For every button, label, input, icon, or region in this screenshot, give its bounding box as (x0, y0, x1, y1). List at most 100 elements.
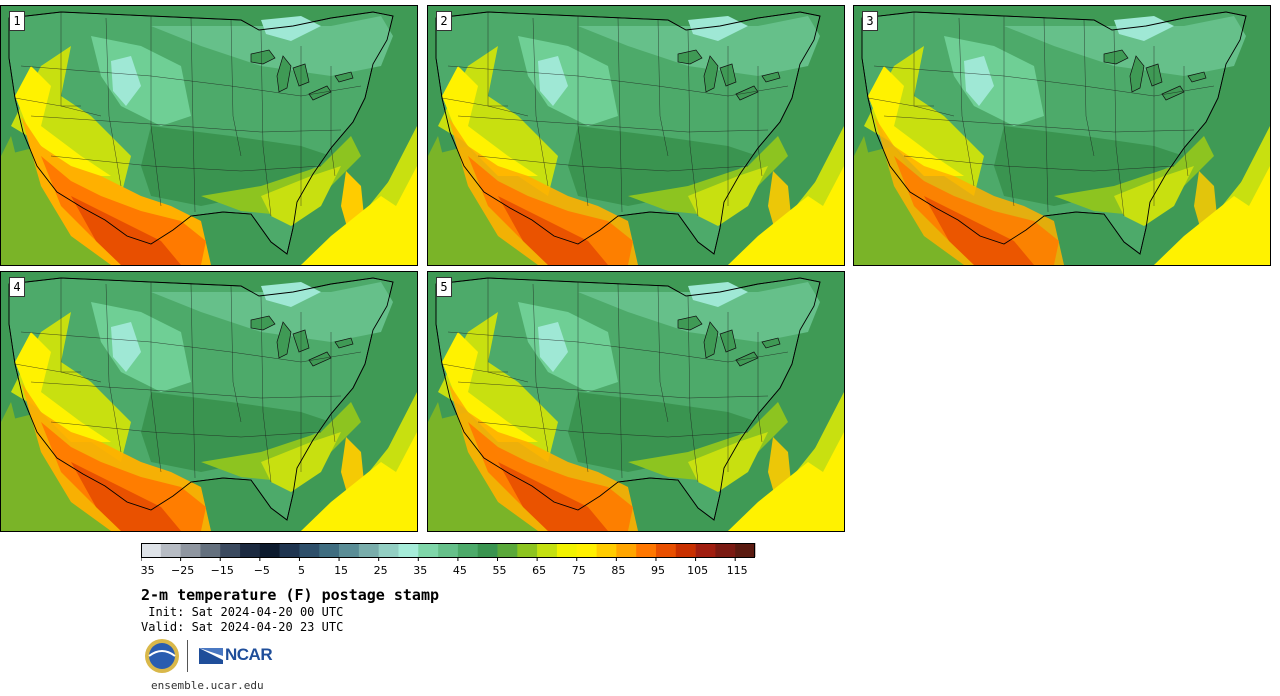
state-boundary (1113, 29, 1125, 217)
member-label: 1 (9, 11, 25, 31)
temperature-zone (944, 36, 1044, 126)
colorbar-swatch (517, 543, 538, 557)
state-boundary (447, 331, 789, 363)
state-boundary (757, 66, 763, 177)
colorbar-swatch (715, 543, 736, 557)
figure-title: 2-m temperature (F) postage stamp (141, 586, 440, 604)
colorbar: −35 −25 −15 −5 5 15 25 35 45 55 65 75 85 95 105 115 (141, 543, 756, 577)
temperature-zone (578, 282, 820, 342)
temperature-zone (442, 332, 538, 442)
temperature-zone (518, 36, 618, 126)
valid-time: Valid: Sat 2024-04-20 23 UTC (141, 620, 344, 634)
temperature-zone (141, 392, 331, 472)
temperature-zone (578, 16, 820, 76)
state-boundary (1083, 19, 1095, 157)
state-boundary (577, 16, 589, 207)
state-boundary (657, 19, 669, 157)
map-panel-3: 3 (853, 5, 1271, 266)
colorbar-swatch (675, 543, 696, 557)
coastline (861, 11, 1247, 255)
state-boundary (757, 332, 763, 443)
colorbar-swatch (398, 543, 419, 557)
state-boundary (150, 16, 162, 207)
state-boundary (577, 282, 589, 473)
great-lake (761, 337, 781, 349)
logo-divider (187, 640, 188, 672)
state-boundary (20, 65, 362, 97)
temperature-zone (141, 126, 331, 206)
temperature-map (428, 272, 844, 531)
temperature-zone (381, 392, 417, 472)
temperature-zone (468, 422, 633, 531)
temperature-zone (15, 332, 111, 442)
coastline (435, 11, 821, 255)
temperature-zone (808, 392, 844, 472)
colorbar-swatch (477, 543, 498, 557)
colorbar-swatch (319, 543, 340, 557)
temperature-zone (442, 66, 538, 176)
temperature-zone (808, 126, 844, 206)
state-boundary (190, 283, 196, 479)
colorbar-swatch (556, 543, 578, 557)
colorbar-tick-label: 75 (572, 564, 586, 577)
member-label: 2 (436, 11, 452, 31)
state-boundary (903, 155, 1175, 172)
great-lake (276, 55, 292, 93)
state-boundary (230, 19, 242, 157)
state-boundary (260, 295, 272, 483)
colorbar-tick-label: −5 (254, 564, 270, 577)
great-lake (276, 321, 292, 359)
colorbar-swatch (160, 543, 181, 557)
state-boundary (457, 381, 769, 399)
colorbar-frame (141, 543, 755, 558)
state-boundary (330, 332, 336, 443)
colorbar-tick-label: −25 (171, 564, 194, 577)
colorbar-swatch (358, 543, 379, 557)
colorbar-swatch (537, 543, 558, 557)
temperature-zone (111, 56, 141, 106)
temperature-zone (728, 156, 844, 265)
colorbar-swatch (378, 543, 399, 557)
temperature-zone (498, 196, 608, 265)
state-boundary (617, 283, 623, 479)
state-boundary (1003, 16, 1015, 207)
temperature-zone (568, 126, 758, 206)
map-panel-1: 1 (0, 5, 418, 266)
temperature-zone (261, 16, 321, 41)
init-time: Init: Sat 2024-04-20 00 UTC (141, 605, 344, 619)
state-boundary (190, 17, 196, 213)
temperature-map (1, 272, 417, 531)
state-boundary (441, 363, 529, 383)
coastline (8, 277, 394, 521)
state-boundary (477, 155, 749, 172)
great-lake (677, 315, 703, 331)
temperature-zone (728, 422, 844, 531)
great-lake (250, 315, 276, 331)
state-boundary (260, 29, 272, 217)
temperature-zone (91, 36, 191, 126)
colorbar-tick-label: 105 (687, 564, 708, 577)
temperature-zone (381, 126, 417, 206)
colorbar-swatch (596, 543, 617, 557)
ncar-wordmark: NCAR (225, 645, 273, 664)
colorbar-swatch (735, 543, 756, 557)
map-panel-5: 5 (427, 271, 845, 532)
colorbar-tick-label: 15 (334, 564, 348, 577)
colorbar-swatch (636, 543, 657, 557)
colorbar-swatch (279, 543, 300, 557)
state-boundary (687, 295, 699, 483)
temperature-map (428, 6, 844, 265)
temperature-zone (468, 156, 633, 265)
colorbar-swatch (339, 543, 360, 557)
colorbar-swatch (141, 543, 162, 557)
temperature-zone (868, 66, 964, 176)
great-lake (1187, 71, 1207, 83)
temperature-zone (964, 56, 994, 106)
state-boundary (14, 97, 102, 117)
state-boundary (441, 97, 529, 117)
state-boundary (883, 115, 1195, 133)
colorbar-swatch (438, 543, 459, 557)
colorbar-tick-label: 25 (374, 564, 388, 577)
state-boundary (457, 115, 769, 133)
great-lake (677, 49, 703, 65)
